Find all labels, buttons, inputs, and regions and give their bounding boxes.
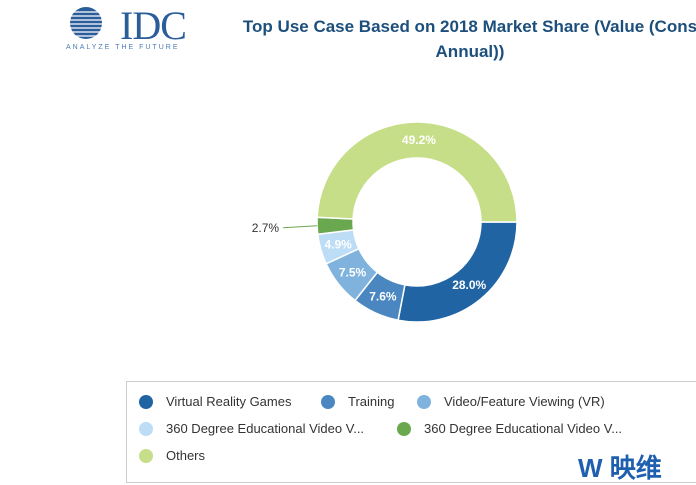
- idc-tagline: ANALYZE THE FUTURE: [66, 44, 180, 51]
- slice-label-5: 49.2%: [402, 133, 436, 147]
- leader-line: [283, 225, 318, 229]
- idc-logo-globe: [66, 7, 116, 39]
- slice-label-2: 7.5%: [339, 266, 367, 280]
- legend-label: 360 Degree Educational Video V...: [424, 421, 623, 436]
- legend-item[interactable]: Video/Feature Viewing (VR): [417, 394, 605, 409]
- legend-dot-icon: [417, 394, 431, 409]
- legend-item[interactable]: Others: [139, 448, 205, 463]
- legend-dot-icon: [397, 421, 411, 436]
- slice-5[interactable]: [316, 121, 518, 223]
- donut-chart: 28.0% 7.6%7.5% 4.9% 2.7% 49.2%: [252, 121, 518, 323]
- legend-label: Video/Feature Viewing (VR): [444, 394, 605, 409]
- legend-label: 360 Degree Educational Video V...: [166, 421, 365, 436]
- legend-dot-icon: [139, 421, 153, 436]
- legend-dot-icon: [321, 394, 335, 409]
- slice-label-1: 7.6%: [369, 290, 397, 304]
- legend-item[interactable]: Training: [321, 394, 394, 409]
- chart-title: Top Use Case Based on 2018 Market Share …: [242, 17, 696, 61]
- legend-item[interactable]: 360 Degree Educational Video V...: [397, 421, 622, 436]
- slice-label-4: 2.7%: [252, 221, 280, 235]
- legend-item[interactable]: 360 Degree Educational Video V...: [139, 421, 364, 436]
- legend-item[interactable]: Virtual Reality Games: [139, 394, 291, 409]
- idc-logo-text: IDC: [120, 3, 187, 48]
- slice-0[interactable]: [397, 221, 518, 323]
- watermark-logo: W 映维: [578, 453, 662, 483]
- legend-dot-icon: [139, 448, 153, 463]
- legend-label: Virtual Reality Games: [166, 394, 292, 409]
- legend-label: Others: [166, 448, 206, 463]
- legend: Virtual Reality Games Training Video/Featu…: [126, 381, 696, 483]
- slice-label-0: 28.0%: [452, 278, 486, 292]
- slice-label-3: 4.9%: [324, 237, 352, 251]
- legend-label: Training: [348, 394, 395, 409]
- legend-dot-icon: [139, 394, 153, 409]
